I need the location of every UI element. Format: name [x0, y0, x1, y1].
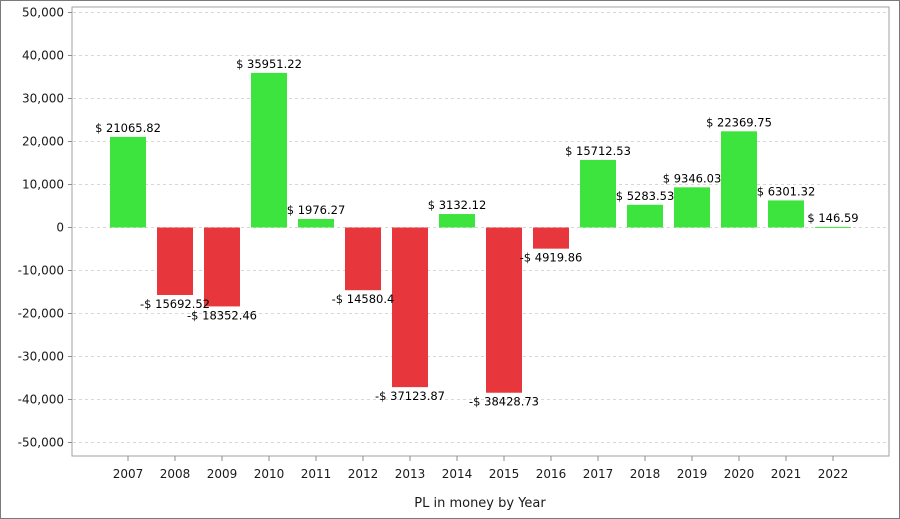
- x-axis-ticks: 2007 2008 2009 2010 2011 2012 2013 2014 2015 2016…: [113, 456, 849, 481]
- y-tick-label: -40,000: [18, 393, 64, 407]
- y-tick-label: -10,000: [18, 264, 64, 278]
- data-label: $ 22369.75: [706, 115, 772, 129]
- y-tick-label: 30,000: [22, 92, 64, 106]
- data-label: $ 1976.27: [287, 203, 346, 217]
- x-tick-label: 2011: [301, 467, 332, 481]
- x-tick-label: 2008: [160, 467, 191, 481]
- y-tick-label: 20,000: [22, 135, 64, 149]
- x-tick-label: 2022: [818, 467, 849, 481]
- y-tick-label: 10,000: [22, 178, 64, 192]
- data-label: -$ 38428.73: [469, 395, 539, 409]
- x-tick-label: 2018: [630, 467, 661, 481]
- bar: [486, 227, 522, 393]
- x-tick-label: 2013: [395, 467, 426, 481]
- plot-area: [71, 6, 890, 457]
- bar: [674, 187, 710, 228]
- x-tick-label: 2007: [113, 467, 144, 481]
- y-axis-ticks: 50,000 40,000 30,000 20,000 10,000 0 -10,000 -2…: [18, 6, 72, 450]
- bar: [580, 159, 616, 228]
- x-tick-label: 2014: [442, 467, 473, 481]
- x-tick-label: 2015: [489, 467, 520, 481]
- y-tick-label: -50,000: [18, 436, 64, 450]
- data-label: $ 21065.82: [95, 121, 161, 135]
- bar: [298, 219, 334, 228]
- x-tick-label: 2009: [207, 467, 238, 481]
- data-label: -$ 18352.46: [187, 308, 257, 322]
- y-tick-label: 50,000: [22, 6, 64, 20]
- bar: [721, 131, 757, 228]
- x-tick-label: 2016: [536, 467, 567, 481]
- x-tick-label: 2017: [583, 467, 614, 481]
- data-label: $ 5283.53: [616, 189, 675, 203]
- y-tick-label: 40,000: [22, 49, 64, 63]
- x-tick-label: 2010: [254, 467, 285, 481]
- y-tick-label: 0: [56, 221, 64, 235]
- y-tick-label: -30,000: [18, 350, 64, 364]
- data-labels: $ 21065.82 -$ 15692.52-$ 18352.46 $ 35951.…: [95, 57, 859, 409]
- bar: [439, 214, 475, 228]
- x-axis-title: PL in money by Year: [414, 496, 546, 511]
- data-label: $ 3132.12: [428, 198, 487, 212]
- bar: [627, 204, 663, 228]
- data-label: $ 146.59: [807, 211, 858, 225]
- data-label: -$ 15692.52: [140, 297, 210, 311]
- bar: [345, 227, 381, 291]
- bar: [204, 227, 240, 307]
- data-label: $ 9346.03: [663, 171, 722, 185]
- data-label: $ 15712.53: [565, 144, 631, 158]
- data-label: $ 35951.22: [236, 57, 302, 71]
- data-label: -$ 4919.86: [520, 251, 583, 265]
- bar: [157, 227, 193, 295]
- data-label: -$ 37123.87: [375, 389, 445, 403]
- bar: [533, 227, 569, 249]
- x-tick-label: 2020: [724, 467, 755, 481]
- bar: [110, 136, 146, 228]
- bar: [768, 200, 804, 228]
- y-tick-label: -20,000: [18, 307, 64, 321]
- x-tick-label: 2019: [677, 467, 708, 481]
- x-tick-label: 2012: [348, 467, 379, 481]
- x-tick-label: 2021: [771, 467, 802, 481]
- bar: [251, 72, 287, 228]
- bar: [815, 226, 851, 228]
- bar: [392, 227, 428, 388]
- bars: [110, 72, 851, 393]
- data-label: $ 6301.32: [757, 184, 816, 198]
- data-label: -$ 14580.4: [332, 292, 395, 306]
